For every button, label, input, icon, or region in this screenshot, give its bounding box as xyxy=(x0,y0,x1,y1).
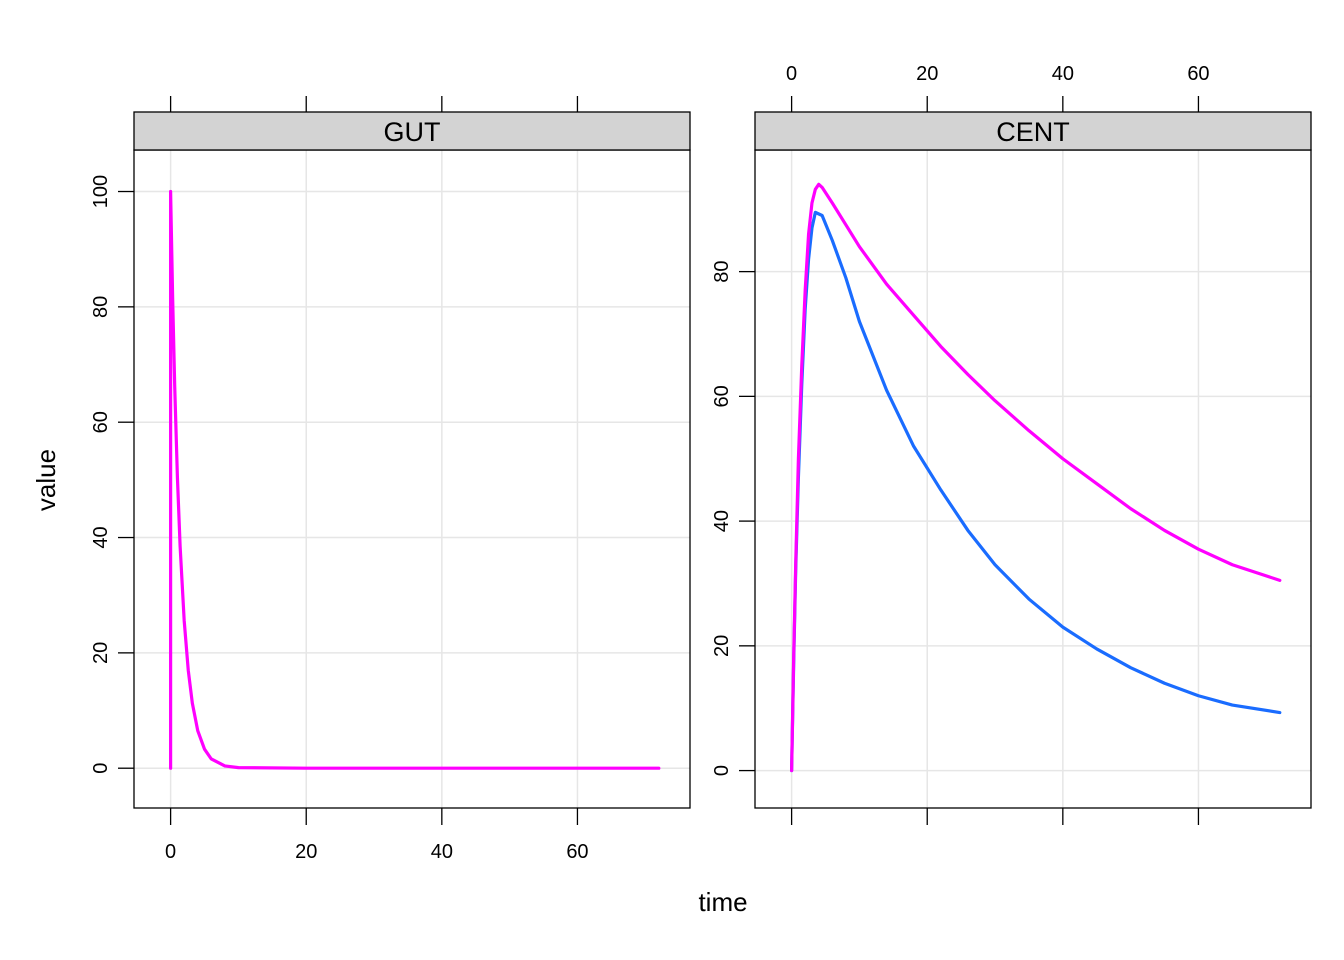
y-tick-label: 40 xyxy=(711,510,733,532)
x-axis-title: time xyxy=(698,887,747,917)
plot-area xyxy=(755,150,1311,808)
y-tick-label: 60 xyxy=(90,411,112,433)
y-tick-label: 0 xyxy=(90,763,112,774)
panel-gut: GUT 0 20 40 60 0 20 40 60 80 100 xyxy=(90,96,691,863)
y-axis-title: value xyxy=(31,449,61,511)
x-tick-label: 20 xyxy=(295,841,317,863)
y-tick-label: 80 xyxy=(90,296,112,318)
panels-layer: GUT 0 20 40 60 0 20 40 60 80 100 CENT 0 20 40 60 0 20 40 60… xyxy=(90,63,1312,863)
series-line-2 xyxy=(790,182,1282,773)
y-tick-label: 60 xyxy=(711,385,733,407)
x-tick-label: 40 xyxy=(1052,63,1074,85)
x-tick-label: 60 xyxy=(566,841,588,863)
y-tick-label: 100 xyxy=(90,175,112,208)
strip-label: GUT xyxy=(384,117,441,147)
strip-cent xyxy=(754,111,1312,151)
y-tick-label: 80 xyxy=(711,260,733,282)
y-tick-label: 20 xyxy=(90,642,112,664)
x-tick-label: 20 xyxy=(916,63,938,85)
x-tick-label: 40 xyxy=(431,841,453,863)
plot-area xyxy=(134,150,690,808)
x-tick-label: 0 xyxy=(786,63,797,85)
x-tick-label: 0 xyxy=(165,841,176,863)
y-tick-label: 20 xyxy=(711,635,733,657)
panel-cent: CENT 0 20 40 60 0 20 40 60 80 xyxy=(711,63,1312,825)
x-tick-label: 60 xyxy=(1187,63,1209,85)
y-tick-label: 40 xyxy=(90,526,112,548)
y-tick-label: 0 xyxy=(711,765,733,776)
strip-label: CENT xyxy=(996,117,1070,147)
series-line-1 xyxy=(169,189,661,770)
strip-gut xyxy=(133,111,691,151)
